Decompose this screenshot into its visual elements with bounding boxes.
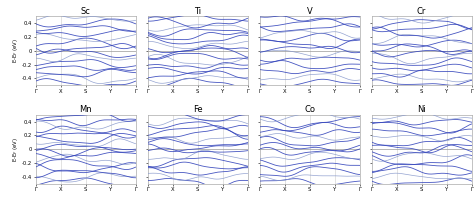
Title: Ti: Ti xyxy=(194,7,201,16)
Title: Ni: Ni xyxy=(417,105,426,114)
Title: Mn: Mn xyxy=(79,105,92,114)
Y-axis label: E-E$_F$ (eV): E-E$_F$ (eV) xyxy=(11,137,20,162)
Title: Sc: Sc xyxy=(81,7,91,16)
Title: Fe: Fe xyxy=(193,105,202,114)
Title: Cr: Cr xyxy=(417,7,426,16)
Y-axis label: E-E$_F$ (eV): E-E$_F$ (eV) xyxy=(11,38,20,63)
Title: V: V xyxy=(307,7,312,16)
Title: Co: Co xyxy=(304,105,315,114)
